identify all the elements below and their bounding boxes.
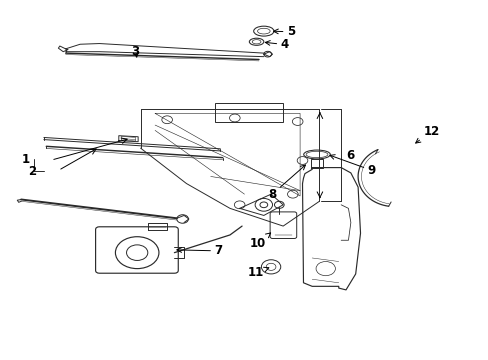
Text: 11: 11 <box>247 266 268 279</box>
Text: 3: 3 <box>131 45 140 58</box>
Text: 2: 2 <box>28 165 36 177</box>
Text: 5: 5 <box>273 25 295 39</box>
Text: 10: 10 <box>249 233 270 249</box>
Text: 8: 8 <box>267 165 305 201</box>
Text: 9: 9 <box>329 155 375 177</box>
Text: 7: 7 <box>177 244 222 257</box>
Text: 6: 6 <box>346 149 354 162</box>
Text: 1: 1 <box>22 153 30 166</box>
Text: 4: 4 <box>265 38 288 51</box>
Text: 12: 12 <box>415 125 439 143</box>
